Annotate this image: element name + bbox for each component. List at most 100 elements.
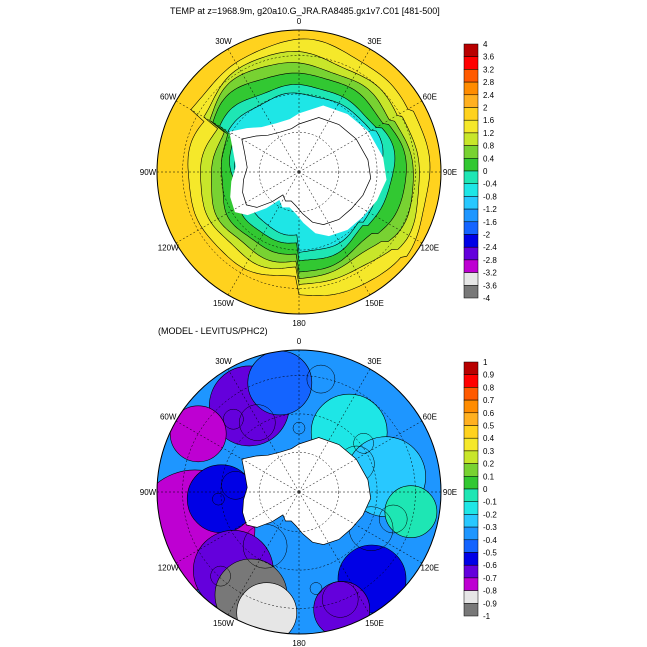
contour-ring-4: [321, 581, 359, 618]
colorbar-label-17: -2.8: [483, 256, 497, 265]
colorbar-cell-5: [463, 107, 479, 121]
colorbar-cell-11: [463, 183, 479, 197]
colorbar-label-18: -3.2: [483, 269, 497, 278]
colorbar-cell-12: [463, 196, 479, 210]
colorbar-cell-1: [463, 56, 479, 70]
colorbar-cell-0: [463, 361, 479, 375]
colorbar-cell-9: [463, 158, 479, 172]
colorbar-cell-8: [463, 463, 479, 477]
colorbar-cell-15: [463, 552, 479, 566]
colorbar-cell-12: [463, 514, 479, 528]
colorbar-label-4: 2.4: [483, 91, 495, 100]
colorbar-label-13: -0.3: [483, 523, 497, 532]
contour-ring-8: [306, 364, 336, 394]
colorbar-label-5: 0.5: [483, 422, 495, 431]
colorbar-cell-17: [463, 259, 479, 273]
longitude-label-7: 150W: [213, 619, 234, 628]
longitude-label-2: 60E: [423, 413, 437, 422]
colorbar-cell-13: [463, 526, 479, 541]
colorbar-label-14: -1.6: [483, 218, 497, 227]
colorbar-label-2: 3.2: [483, 65, 495, 74]
colorbar-cell-1: [463, 374, 479, 388]
colorbar-cell-0: [463, 43, 479, 57]
colorbar-label-12: -0.8: [483, 192, 497, 201]
colorbar-cell-4: [463, 412, 479, 426]
colorbar-label-11: -0.1: [483, 498, 497, 507]
colorbar-label-12: -0.2: [483, 510, 497, 519]
contour-ring-3: [378, 504, 408, 534]
antarctica-land: [241, 117, 372, 225]
colorbar-cell-5: [463, 425, 479, 439]
colorbar-label-0: 4: [483, 40, 488, 49]
colorbar-label-14: -0.4: [483, 536, 497, 545]
colorbar-label-6: 1.6: [483, 116, 495, 125]
colorbar-cell-13: [463, 208, 479, 223]
colorbar-label-3: 2.8: [483, 78, 495, 87]
colorbar-label-2: 0.8: [483, 383, 495, 392]
colorbar-cell-19: [463, 603, 479, 617]
colorbar-label-18: -0.8: [483, 587, 497, 596]
longitude-label-6: 180: [292, 639, 306, 647]
colorbar-cell-3: [463, 399, 479, 414]
latitude-circle-1: [258, 131, 340, 213]
longitude-label-4: 120E: [420, 564, 439, 573]
colorbar-label-1: 0.9: [483, 371, 495, 380]
antarctica-land: [241, 437, 372, 545]
longitude-label-5: 150E: [365, 299, 384, 308]
anomaly-blob-7: [247, 350, 313, 416]
map-field: [157, 30, 441, 314]
colorbar-cell-7: [463, 132, 479, 146]
colorbar-cell-2: [463, 69, 479, 83]
colorbar-cell-17: [463, 577, 479, 591]
colorbar-cell-4: [463, 94, 479, 108]
longitude-label-3: 90E: [443, 168, 457, 177]
colorbar-label-4: 0.6: [483, 409, 495, 418]
anomaly-blob-10: [384, 485, 438, 539]
colorbar-cell-16: [463, 246, 479, 261]
latitude-circle-2: [220, 413, 378, 571]
colorbar-label-16: -2.4: [483, 243, 497, 252]
contour-ring-14: [239, 404, 276, 441]
colorbar-cell-18: [463, 272, 479, 286]
colorbar-label-20: -4: [483, 294, 491, 303]
colorbar-cell-3: [463, 81, 479, 96]
longitude-label-3: 90E: [443, 488, 457, 497]
colorbar-cell-11: [463, 501, 479, 515]
map-border: [156, 29, 442, 315]
colorbar-label-6: 0.4: [483, 434, 495, 443]
colorbar-label-19: -3.6: [483, 281, 497, 290]
longitude-label-9: 90W: [140, 488, 157, 497]
longitude-label-4: 120E: [420, 244, 439, 253]
colorbar-label-16: -0.6: [483, 561, 497, 570]
panel-2: 0 30E 60E 90E 120E 150E 180 150W 120W 90W 60W 30W (M…: [140, 326, 498, 647]
contour-ring-2: [353, 433, 374, 454]
colorbar-cell-14: [463, 221, 479, 235]
longitude-label-9: 90W: [140, 168, 157, 177]
colorbar-cell-15: [463, 234, 479, 248]
longitude-label-10: 60W: [160, 413, 177, 422]
longitude-label-1: 30E: [367, 37, 381, 46]
colorbar-label-10: 0: [483, 167, 488, 176]
longitude-label-2: 60E: [423, 93, 437, 102]
longitude-label-0: 0: [297, 17, 302, 26]
contour-ring-6: [212, 492, 225, 506]
latitude-circle-1: [258, 451, 340, 533]
longitude-label-8: 120W: [158, 564, 179, 573]
colorbar-label-8: 0.2: [483, 460, 495, 469]
chart-title: TEMP at z=1968.9m, g20a10.G_JRA.RA8485.g…: [170, 6, 440, 16]
colorbar-cell-6: [463, 119, 479, 134]
colorbar-label-19: -0.9: [483, 599, 497, 608]
longitude-label-6: 180: [292, 319, 306, 328]
map-border: [156, 349, 442, 635]
longitude-label-1: 30E: [367, 357, 381, 366]
colorbar-label-7: 0.3: [483, 447, 495, 456]
colorbar-cell-9: [463, 476, 479, 490]
colorbar-cell-19: [463, 285, 479, 299]
longitude-label-11: 30W: [215, 357, 232, 366]
panel-1: 0 30E 60E 90E 120E 150E 180 150W 120W 90W 60W 30W TE…: [140, 6, 498, 328]
colorbar-label-9: 0.4: [483, 154, 495, 163]
contour-ring-11: [309, 582, 323, 595]
colorbar-cell-16: [463, 564, 479, 579]
colorbar-cell-14: [463, 539, 479, 553]
